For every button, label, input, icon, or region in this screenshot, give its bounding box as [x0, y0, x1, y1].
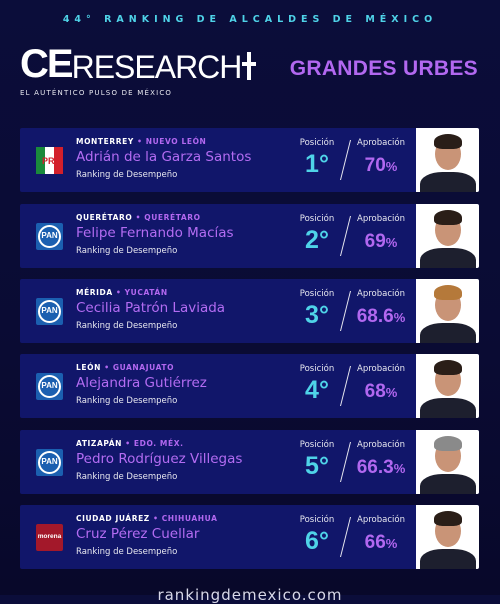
- mayor-card-4: PAN LEÓN • GUANAJUATO Alejandra Gutiérre…: [20, 354, 479, 418]
- position-value: 3°: [305, 301, 329, 329]
- mayor-name: Felipe Fernando Macías: [76, 225, 234, 241]
- approval-label: Aprobación: [357, 138, 405, 148]
- mayor-name: Alejandra Gutiérrez: [76, 375, 207, 391]
- pan-logo-icon: PAN: [36, 449, 63, 476]
- ranking-label: Ranking de Desempeño: [76, 547, 178, 557]
- footer-site-link[interactable]: rankingdemexico.com: [157, 586, 343, 604]
- approval-label: Aprobación: [357, 289, 405, 299]
- ranking-label: Ranking de Desempeño: [76, 246, 178, 256]
- mayor-name: Adrián de la Garza Santos: [76, 149, 252, 165]
- plus-icon: [242, 52, 257, 80]
- position-value: 2°: [305, 226, 329, 254]
- location: MONTERREY • NUEVO LEÓN: [76, 137, 207, 146]
- position-label: Posición: [299, 440, 335, 450]
- approval-value: 68%: [364, 381, 398, 402]
- mayor-card-6: morena CIUDAD JUÁREZ • CHIHUAHUA Cruz Pé…: [20, 505, 479, 569]
- brand-logo: CE RESEARCH EL AUTÉNTICO PULSO DE MÉXICO: [20, 42, 257, 97]
- mayor-photo: [416, 505, 479, 569]
- logo-ce-text: CE: [20, 42, 74, 86]
- position-value: 6°: [305, 527, 329, 555]
- approval-value: 66.3%: [356, 457, 406, 478]
- position-value: 4°: [305, 376, 329, 404]
- position-label: Posición: [299, 515, 335, 525]
- approval-value: 70%: [364, 155, 398, 176]
- location: QUERÉTARO • QUERÉTARO: [76, 213, 201, 222]
- position-value: 5°: [305, 452, 329, 480]
- position-label: Posición: [299, 214, 335, 224]
- brand-tagline: EL AUTÉNTICO PULSO DE MÉXICO: [20, 89, 173, 97]
- pan-logo-icon: PAN: [36, 298, 63, 325]
- mayor-photo: [416, 128, 479, 192]
- mayor-photo: [416, 204, 479, 268]
- ranking-label: Ranking de Desempeño: [76, 170, 178, 180]
- position-label: Posición: [299, 289, 335, 299]
- position-value: 1°: [305, 150, 329, 178]
- location: CIUDAD JUÁREZ • CHIHUAHUA: [76, 514, 218, 523]
- approval-label: Aprobación: [357, 440, 405, 450]
- approval-label: Aprobación: [357, 364, 405, 374]
- ranking-kicker: 44° RANKING DE ALCALDES DE MÉXICO: [62, 14, 438, 25]
- mayor-photo: [416, 279, 479, 343]
- approval-label: Aprobación: [357, 214, 405, 224]
- approval-value: 69%: [364, 231, 398, 252]
- location: ATIZAPÁN • EDO. MÉX.: [76, 439, 184, 448]
- position-label: Posición: [299, 138, 335, 148]
- mayor-photo: [416, 354, 479, 418]
- location: LEÓN • GUANAJUATO: [76, 363, 175, 372]
- ranking-label: Ranking de Desempeño: [76, 396, 178, 406]
- pri-logo-icon: PRI: [36, 147, 63, 174]
- location: MÉRIDA • YUCATÁN: [76, 288, 168, 297]
- page-title: GRANDES URBES: [289, 57, 478, 80]
- mayor-card-1: PRI MONTERREY • NUEVO LEÓN Adrián de la …: [20, 128, 479, 192]
- mayor-photo: [416, 430, 479, 494]
- morena-logo-icon: morena: [36, 524, 63, 551]
- pan-logo-icon: PAN: [36, 373, 63, 400]
- logo-research-text: RESEARCH: [71, 49, 243, 85]
- mayor-card-3: PAN MÉRIDA • YUCATÁN Cecilia Patrón Lavi…: [20, 279, 479, 343]
- mayor-card-2: PAN QUERÉTARO • QUERÉTARO Felipe Fernand…: [20, 204, 479, 268]
- approval-value: 68.6%: [356, 306, 406, 327]
- approval-value: 66%: [364, 532, 398, 553]
- mayor-name: Cruz Pérez Cuellar: [76, 526, 200, 542]
- ranking-label: Ranking de Desempeño: [76, 321, 178, 331]
- approval-label: Aprobación: [357, 515, 405, 525]
- mayor-name: Cecilia Patrón Laviada: [76, 300, 226, 316]
- pan-logo-icon: PAN: [36, 223, 63, 250]
- mayor-name: Pedro Rodríguez Villegas: [76, 451, 243, 467]
- position-label: Posición: [299, 364, 335, 374]
- mayor-card-5: PAN ATIZAPÁN • EDO. MÉX. Pedro Rodríguez…: [20, 430, 479, 494]
- ceresearch-logo: CE RESEARCH: [20, 42, 257, 86]
- ranking-label: Ranking de Desempeño: [76, 472, 178, 482]
